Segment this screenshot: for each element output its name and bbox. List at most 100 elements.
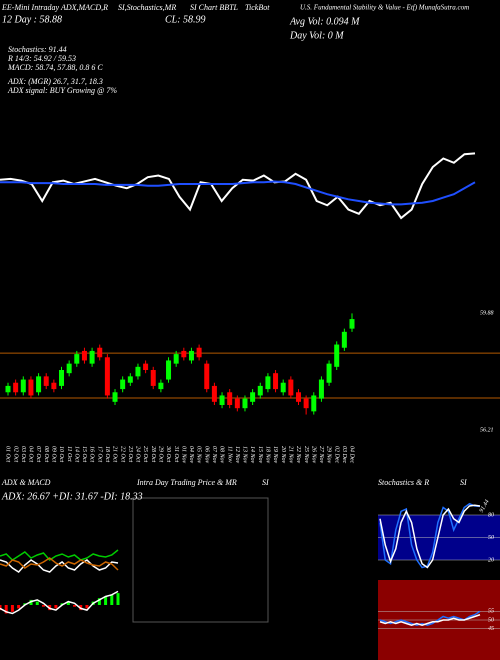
y-tick-label: 55 bbox=[488, 609, 494, 615]
y-tick-label: 45 bbox=[488, 625, 494, 632]
candle-body bbox=[66, 363, 72, 374]
candle-body bbox=[196, 347, 202, 358]
candle-body bbox=[59, 370, 65, 386]
close: CL: 58.99 bbox=[165, 14, 206, 25]
candle-body bbox=[112, 392, 118, 402]
candle-body bbox=[295, 392, 301, 402]
candle-body bbox=[81, 350, 87, 361]
y-tick-label: 20 bbox=[488, 557, 494, 563]
candle-body bbox=[188, 350, 194, 361]
x-tick-label: 29 Nov bbox=[326, 446, 332, 464]
histogram-bar bbox=[0, 605, 2, 611]
adx-signal: ADX signal: BUY Growing @ 7% bbox=[7, 86, 117, 95]
candle-body bbox=[43, 376, 49, 386]
x-tick-label: 08 Nov bbox=[219, 446, 225, 464]
candle-body bbox=[28, 379, 34, 396]
x-tick-label: 09 Oct bbox=[50, 446, 56, 462]
avg-vol: Avg Vol: 0.094 M bbox=[289, 16, 360, 27]
x-tick-label: 03 Dec bbox=[341, 446, 347, 463]
histogram-bar bbox=[66, 601, 70, 605]
candle-body bbox=[265, 376, 271, 390]
series-line bbox=[0, 180, 476, 206]
x-tick-label: 10 Oct bbox=[58, 446, 64, 462]
y-tick-label: 59.88 bbox=[480, 311, 494, 317]
x-tick-label: 21 Oct bbox=[112, 446, 118, 462]
stochastics: Stochastics: 91.44 bbox=[8, 45, 67, 54]
candle-body bbox=[280, 382, 286, 393]
panel-subtitle: SI bbox=[262, 478, 269, 487]
histogram-bar bbox=[54, 605, 58, 609]
histogram-bar bbox=[17, 605, 21, 609]
x-tick-label: 06 Nov bbox=[203, 446, 209, 464]
x-tick-label: 18 Oct bbox=[104, 446, 110, 462]
x-tick-label: 13 Nov bbox=[242, 446, 248, 464]
x-tick-label: 16 Oct bbox=[89, 446, 95, 462]
series-line bbox=[0, 557, 119, 571]
intraday-panel bbox=[132, 497, 269, 623]
day-average: 12 Day : 58.88 bbox=[2, 14, 62, 25]
candle-body bbox=[120, 379, 126, 390]
x-tick-label: 11 Nov bbox=[226, 446, 232, 463]
panel-title: Stochastics & R bbox=[378, 478, 429, 487]
panel-title: ADX & MACD bbox=[1, 478, 51, 487]
x-tick-label: 07 Oct bbox=[35, 446, 41, 462]
candle-body bbox=[36, 376, 42, 393]
x-tick-label: 02 Oct bbox=[12, 446, 18, 462]
series-line bbox=[0, 549, 119, 561]
series-line bbox=[0, 590, 119, 615]
candle-body bbox=[13, 382, 19, 393]
y-tick-label: 80 bbox=[488, 512, 494, 518]
histogram-bar bbox=[10, 605, 14, 612]
candle-body bbox=[211, 385, 217, 402]
panel-subtitle: ADX: 26.67 +DI: 31.67 -DI: 18.33 bbox=[1, 491, 143, 502]
histogram-bar bbox=[116, 593, 120, 605]
day-vol: Day Vol: 0 M bbox=[289, 30, 344, 41]
x-tick-label: 03 Oct bbox=[20, 446, 26, 462]
candle-body bbox=[341, 331, 347, 348]
x-tick-label: 02 Dec bbox=[333, 446, 339, 463]
x-tick-label: 11 Oct bbox=[66, 446, 72, 462]
candle-body bbox=[250, 392, 256, 402]
x-tick-label: 21 Nov bbox=[287, 446, 293, 464]
x-tick-label: 24 Oct bbox=[135, 446, 142, 462]
candle-body bbox=[97, 347, 103, 358]
ticker: TickBot bbox=[245, 3, 270, 12]
candle-body bbox=[334, 344, 340, 367]
histogram-bar bbox=[73, 605, 77, 607]
x-tick-label: 15 Nov bbox=[257, 446, 263, 464]
candle-body bbox=[311, 395, 317, 412]
x-tick-label: 29 Oct bbox=[158, 446, 164, 462]
candle-body bbox=[257, 385, 263, 396]
candle-body bbox=[303, 398, 309, 409]
candle-body bbox=[219, 395, 225, 405]
candle-body bbox=[135, 366, 141, 377]
x-tick-label: 07 Nov bbox=[211, 446, 217, 464]
candle-body bbox=[127, 376, 133, 383]
candle-body bbox=[288, 379, 294, 396]
candle-body bbox=[166, 360, 172, 380]
x-tick-label: 14 Nov bbox=[249, 446, 256, 464]
x-tick-label: 04 Dec bbox=[349, 446, 356, 463]
x-tick-label: 01 Nov bbox=[180, 446, 186, 464]
x-tick-label: 31 Oct bbox=[173, 445, 179, 462]
y-tick-label: 56.21 bbox=[480, 428, 494, 434]
company: U.S. Fundamental Stability & Value - Etf… bbox=[300, 4, 469, 12]
candle-body bbox=[158, 382, 164, 390]
x-tick-label: 25 Nov bbox=[303, 446, 309, 464]
x-tick-label: 04 Oct bbox=[28, 446, 35, 462]
x-tick-label: 28 Oct bbox=[150, 446, 156, 462]
macd: MACD: 58.74, 57.88, 0.8 6 C bbox=[7, 63, 103, 72]
x-tick-label: 27 Nov bbox=[318, 446, 324, 464]
x-tick-label: 17 Oct bbox=[96, 446, 102, 462]
series-line bbox=[379, 504, 481, 569]
candle-body bbox=[150, 370, 156, 386]
candle-body bbox=[181, 350, 187, 358]
candle-body bbox=[349, 319, 355, 329]
x-tick-label: 25 Oct bbox=[142, 446, 148, 462]
rsi: R 14/3: 54.92 / 59.53 bbox=[7, 54, 76, 63]
candle-body bbox=[173, 354, 179, 364]
candle-body bbox=[51, 382, 57, 390]
candle-body bbox=[227, 392, 233, 405]
candle-body bbox=[234, 398, 240, 409]
